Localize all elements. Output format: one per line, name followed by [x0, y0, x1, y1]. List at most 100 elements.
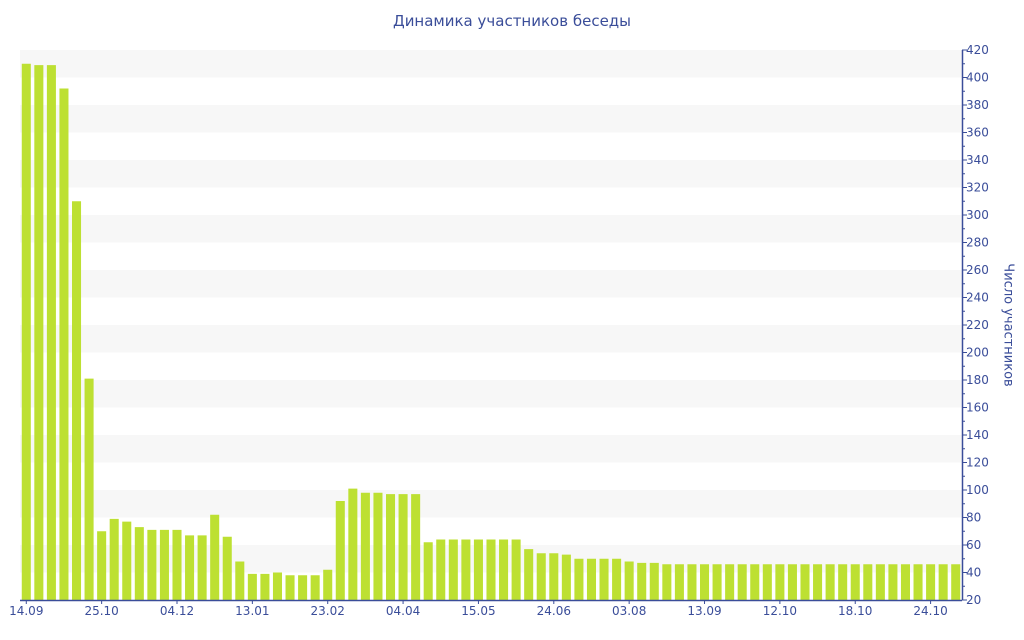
bar	[122, 521, 132, 600]
y-tick-label: 320	[966, 181, 989, 195]
x-tick-label: 04.04	[386, 604, 420, 618]
bar	[674, 564, 684, 600]
bar	[134, 527, 144, 600]
bar	[913, 564, 923, 600]
y-tick-label: 100	[966, 483, 989, 497]
y-tick-label: 280	[966, 236, 989, 250]
y-tick-label: 180	[966, 373, 989, 387]
bar	[662, 564, 672, 600]
bar	[561, 554, 571, 600]
x-tick-label: 24.06	[537, 604, 571, 618]
grid-band	[20, 105, 962, 133]
bar	[310, 575, 320, 600]
bar	[549, 553, 559, 600]
bar	[385, 494, 396, 600]
x-tick-label: 15.05	[461, 604, 495, 618]
bar	[84, 378, 94, 600]
x-tick-label: 12.10	[763, 604, 797, 618]
bar	[926, 564, 936, 600]
bar	[850, 564, 860, 600]
bar	[172, 529, 182, 600]
grid-band	[20, 380, 962, 408]
y-tick-label: 300	[966, 208, 989, 222]
bar	[185, 535, 195, 600]
grid-band	[20, 435, 962, 463]
bar	[34, 65, 44, 600]
y-tick-label: 60	[966, 538, 981, 552]
bar	[712, 564, 722, 600]
bar	[272, 572, 283, 600]
bar	[787, 564, 797, 600]
y-tick-label: 420	[966, 43, 989, 57]
bar	[486, 539, 496, 600]
x-tick-label: 04.12	[160, 604, 194, 618]
bar	[624, 561, 634, 600]
bar	[436, 539, 446, 600]
bar	[951, 564, 961, 600]
bar	[335, 501, 345, 600]
bar	[448, 539, 458, 600]
bar	[210, 514, 220, 600]
bar	[511, 539, 521, 600]
bar	[147, 529, 157, 600]
bar	[938, 564, 948, 600]
grid-band	[20, 490, 962, 518]
y-tick-label: 40	[966, 566, 981, 580]
bar	[222, 536, 232, 600]
bar	[461, 539, 471, 600]
y-tick-label: 80	[966, 511, 981, 525]
bar	[838, 564, 848, 600]
bar	[725, 564, 735, 600]
bar	[285, 575, 295, 600]
bar	[737, 564, 747, 600]
bar	[97, 531, 107, 600]
y-tick-label: 160	[966, 401, 989, 415]
bar	[900, 564, 911, 600]
bar	[360, 492, 370, 600]
bar	[159, 529, 169, 600]
bar	[687, 564, 697, 600]
bar	[46, 65, 56, 600]
x-tick-label: 25.10	[84, 604, 118, 618]
grid-band	[20, 325, 962, 353]
x-tick-label: 13.09	[687, 604, 721, 618]
bar	[536, 553, 546, 600]
bar	[574, 558, 584, 600]
bar	[411, 494, 421, 600]
bar	[586, 558, 597, 600]
bar	[398, 494, 408, 600]
x-tick-label: 23.02	[311, 604, 345, 618]
x-tick-label: 14.09	[9, 604, 43, 618]
y-tick-label: 260	[966, 263, 989, 277]
y-tick-label: 220	[966, 318, 989, 332]
bar	[813, 564, 823, 600]
bar	[800, 564, 810, 600]
x-tick-label: 03.08	[612, 604, 646, 618]
y-tick-label: 340	[966, 153, 989, 167]
x-tick-label: 18.10	[838, 604, 872, 618]
bar	[775, 564, 785, 600]
y-tick-label: 360	[966, 126, 989, 140]
x-tick-label: 13.01	[235, 604, 269, 618]
bar	[524, 549, 534, 600]
grid-band	[20, 270, 962, 298]
grid-band	[20, 50, 962, 78]
bar	[612, 558, 622, 600]
y-tick-label: 240	[966, 291, 989, 305]
y-tick-label: 380	[966, 98, 989, 112]
x-tick-label: 24.10	[913, 604, 947, 618]
y-tick-label: 140	[966, 428, 989, 442]
bar	[825, 564, 835, 600]
bar	[247, 573, 257, 600]
bar	[637, 562, 647, 600]
bar	[109, 518, 119, 600]
bar	[373, 492, 383, 600]
chart-title: Динамика участников беседы	[392, 12, 632, 30]
grid-band	[20, 215, 962, 243]
bar	[875, 564, 885, 600]
bar	[750, 564, 760, 600]
bar	[323, 569, 333, 600]
bar	[197, 535, 207, 600]
grid-band	[20, 160, 962, 188]
